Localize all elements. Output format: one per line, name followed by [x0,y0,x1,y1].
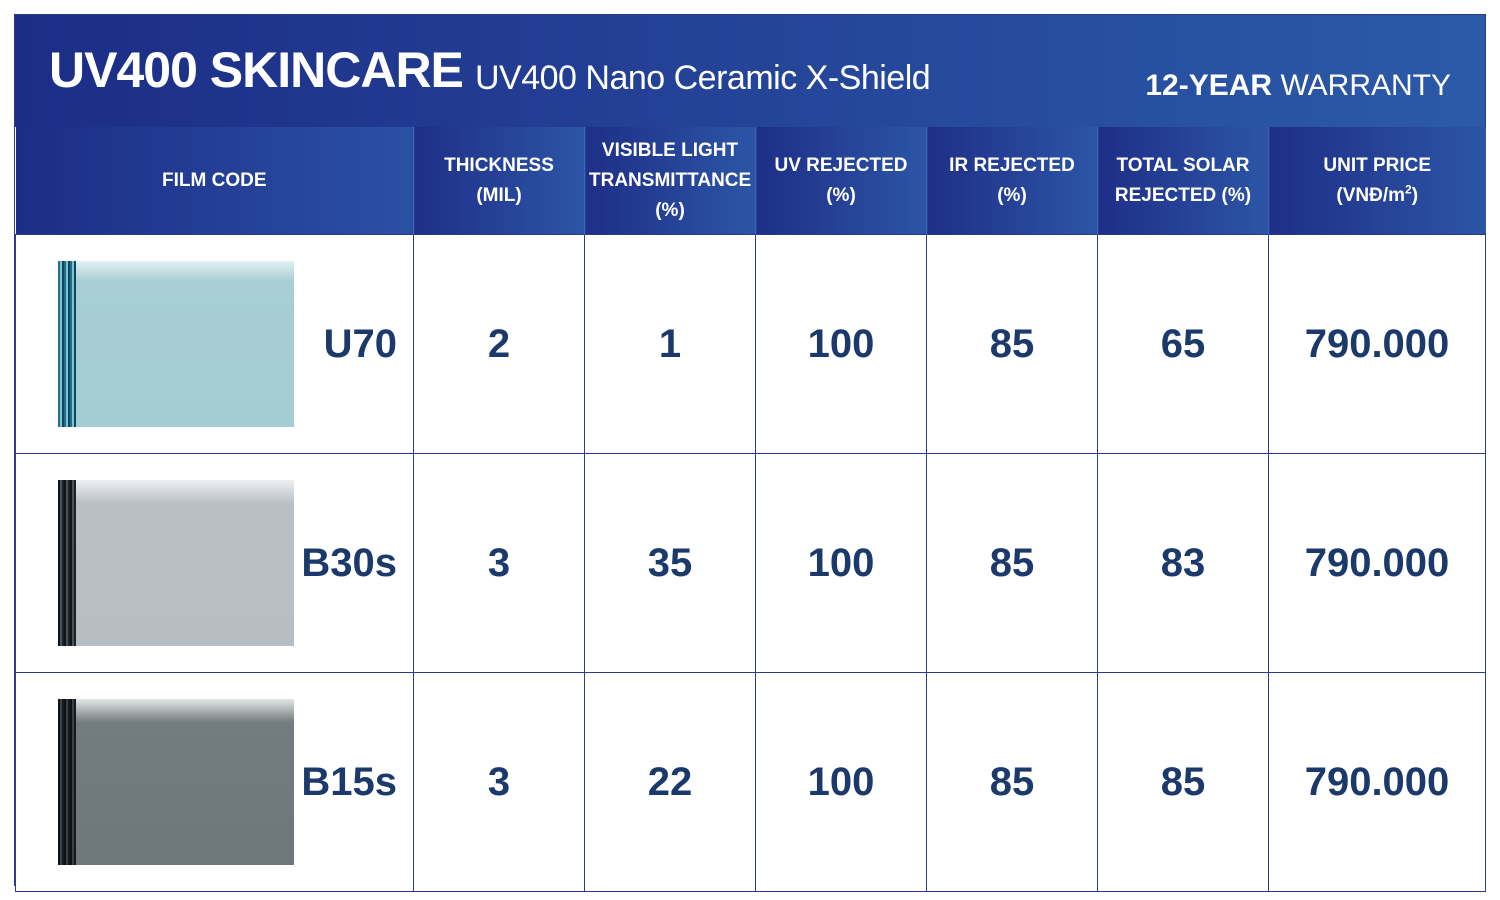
unit-price-value: 790.000 [1268,453,1486,673]
header-total-solar-rejected: TOTAL SOLAR REJECTED (%) [1097,127,1269,235]
vlt-value: 1 [584,234,756,454]
product-line-subtitle: UV400 Nano Ceramic X-Shield [475,59,931,97]
uv-rejected-value: 100 [755,672,927,892]
header-vlt: VISIBLE LIGHT TRANSMITTANCE (%) [584,127,756,235]
film-code: B15s [301,759,397,804]
title-banner: UV400 SKINCARE UV400 Nano Ceramic X-Shie… [15,15,1485,127]
film-cell: U70 [15,234,414,454]
warranty-years: 12-YEAR [1145,69,1273,102]
warranty-label: 12-YEAR WARRANTY [1145,69,1451,103]
thickness-value: 2 [413,234,585,454]
header-row: FILM CODE THICKNESS (MIL) VISIBLE LIGHT TR… [15,127,1486,235]
film-swatch-image [58,480,294,646]
ir-rejected-value: 85 [926,453,1098,673]
header-ir-rejected: IR REJECTED (%) [926,127,1098,235]
table-row: B15s 3 22 100 85 85 790.000 [15,672,1486,892]
total-solar-rejected-value: 85 [1097,672,1269,892]
table-row: U70 2 1 100 85 65 790.000 [15,234,1486,454]
header-unit-price: UNIT PRICE (VNĐ/m2) [1268,127,1486,235]
vlt-value: 22 [584,672,756,892]
warranty-word: WARRANTY [1280,69,1451,102]
vlt-value: 35 [584,453,756,673]
film-swatch-image [58,261,294,427]
uv-rejected-value: 100 [755,234,927,454]
film-code: U70 [323,321,397,366]
ir-rejected-value: 85 [926,234,1098,454]
header-uv-rejected: UV REJECTED (%) [755,127,927,235]
table-row: B30s 3 35 100 85 83 790.000 [15,453,1486,673]
total-solar-rejected-value: 65 [1097,234,1269,454]
film-swatch-image [58,699,294,865]
spec-table: FILM CODE THICKNESS (MIL) VISIBLE LIGHT TR… [15,127,1486,892]
film-code: B30s [301,540,397,585]
uv-rejected-value: 100 [755,453,927,673]
brand-title: UV400 SKINCARE [49,42,464,98]
total-solar-rejected-value: 83 [1097,453,1269,673]
film-cell: B30s [15,453,414,673]
unit-price-value: 790.000 [1268,234,1486,454]
thickness-value: 3 [413,453,585,673]
unit-price-value: 790.000 [1268,672,1486,892]
header-thickness: THICKNESS (MIL) [413,127,585,235]
thickness-value: 3 [413,672,585,892]
ir-rejected-value: 85 [926,672,1098,892]
header-film-code: FILM CODE [15,127,414,235]
film-cell: B15s [15,672,414,892]
product-spec-sheet: UV400 SKINCARE UV400 Nano Ceramic X-Shie… [14,14,1486,892]
